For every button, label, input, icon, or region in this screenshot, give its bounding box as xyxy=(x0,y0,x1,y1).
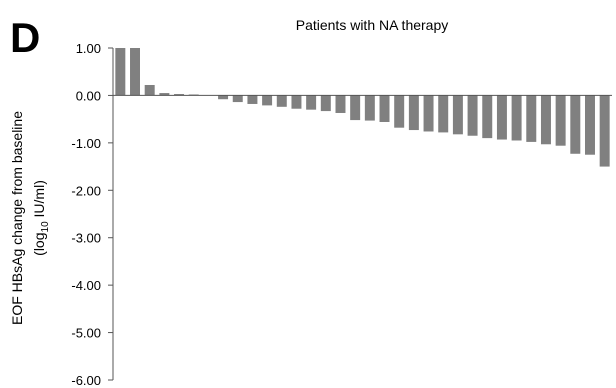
bar xyxy=(540,95,551,145)
bar xyxy=(335,95,346,113)
bar xyxy=(291,95,302,109)
bar xyxy=(570,95,581,154)
bar xyxy=(350,95,361,121)
bar xyxy=(394,95,405,128)
bar xyxy=(364,95,375,121)
bar xyxy=(144,84,155,96)
y-axis-label-units-pre: (log xyxy=(31,232,47,255)
bar xyxy=(438,95,449,133)
bar xyxy=(218,95,229,100)
bar xyxy=(262,95,273,106)
bar xyxy=(482,95,493,139)
bar xyxy=(130,48,140,96)
y-tick-label: 0.00 xyxy=(76,88,101,103)
y-tick-label: -1.00 xyxy=(71,136,101,151)
y-axis-label-line1: EOF HBsAg change from baseline xyxy=(9,111,25,325)
bar xyxy=(232,95,243,103)
bar xyxy=(452,95,463,135)
y-tick-label: -6.00 xyxy=(71,373,101,388)
y-axis-label-units-post: IU/ml) xyxy=(31,180,47,221)
bar xyxy=(526,95,537,142)
bars xyxy=(115,48,610,167)
bar xyxy=(306,95,317,110)
panel-letter: D xyxy=(10,14,40,61)
bar xyxy=(174,94,185,96)
bar xyxy=(408,95,419,131)
y-tick-label: -5.00 xyxy=(71,326,101,341)
bar xyxy=(379,95,390,122)
bar xyxy=(159,93,170,96)
y-tick-label: 1.00 xyxy=(76,41,101,56)
bar xyxy=(496,95,507,140)
y-tick-label: -4.00 xyxy=(71,278,101,293)
y-axis-ticks: 1.00 0.00 -1.00 -2.00 -3.00 -4.00 -5.00 -6.00 xyxy=(71,41,113,388)
bar xyxy=(511,95,522,141)
y-axis-label-units: (log10 IU/ml) xyxy=(31,180,51,256)
y-tick-label: -3.00 xyxy=(71,231,101,246)
y-axis-label: EOF HBsAg change from baseline xyxy=(9,111,25,325)
bar xyxy=(467,95,478,136)
bar xyxy=(599,95,610,167)
bar xyxy=(585,95,595,155)
bar xyxy=(247,95,258,104)
y-axis-label-units-sub: 10 xyxy=(40,221,51,233)
bar xyxy=(320,95,331,112)
bar xyxy=(423,95,434,132)
y-tick-label: -2.00 xyxy=(71,183,101,198)
bar xyxy=(115,48,126,96)
bar xyxy=(276,95,287,107)
bar xyxy=(555,95,566,146)
chart-title: Patients with NA therapy xyxy=(296,17,449,33)
